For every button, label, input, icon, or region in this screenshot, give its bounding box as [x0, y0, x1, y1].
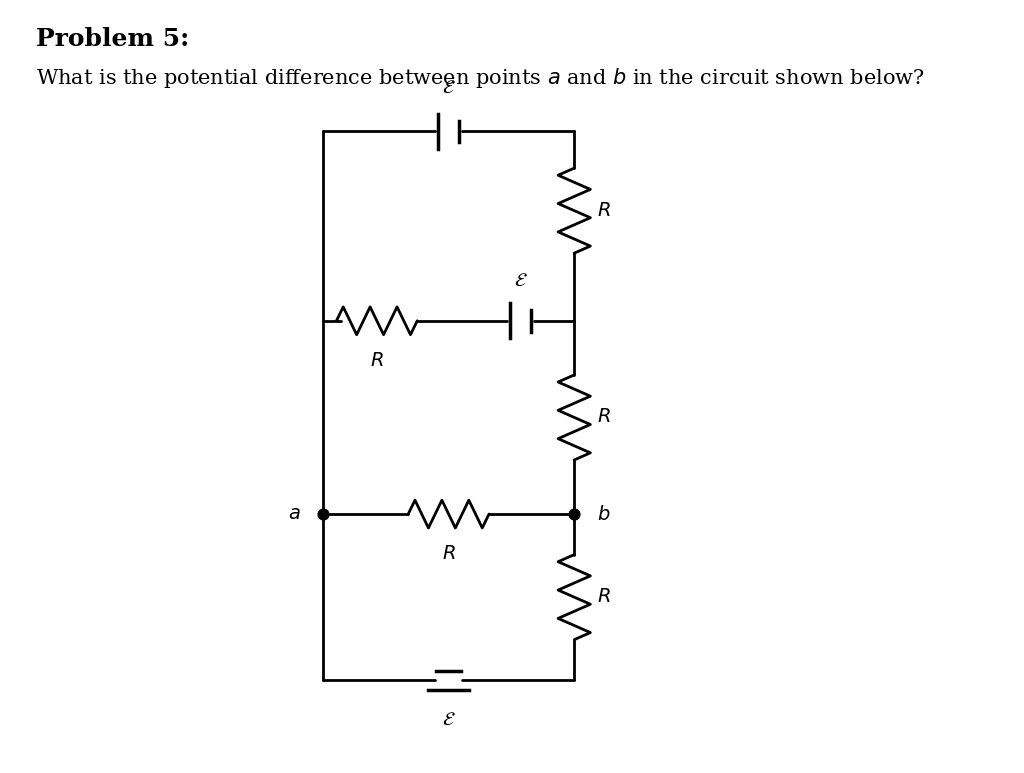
Text: $b$: $b$ — [597, 505, 610, 523]
Text: $\mathcal{E}$: $\mathcal{E}$ — [513, 272, 527, 290]
Text: $a$: $a$ — [288, 505, 301, 523]
Text: What is the potential difference between points $a$ and $b$ in the circuit shown: What is the potential difference between… — [36, 66, 925, 90]
Text: $\mathcal{E}$: $\mathcal{E}$ — [441, 79, 456, 97]
Text: $R$: $R$ — [441, 545, 456, 563]
Text: $R$: $R$ — [370, 352, 384, 369]
Text: $R$: $R$ — [597, 588, 610, 606]
Text: $R$: $R$ — [597, 202, 610, 220]
Text: Problem 5:: Problem 5: — [36, 27, 189, 51]
Point — [566, 508, 583, 520]
Text: $\mathcal{E}$: $\mathcal{E}$ — [441, 711, 456, 729]
Point — [314, 508, 331, 520]
Text: $R$: $R$ — [597, 408, 610, 427]
